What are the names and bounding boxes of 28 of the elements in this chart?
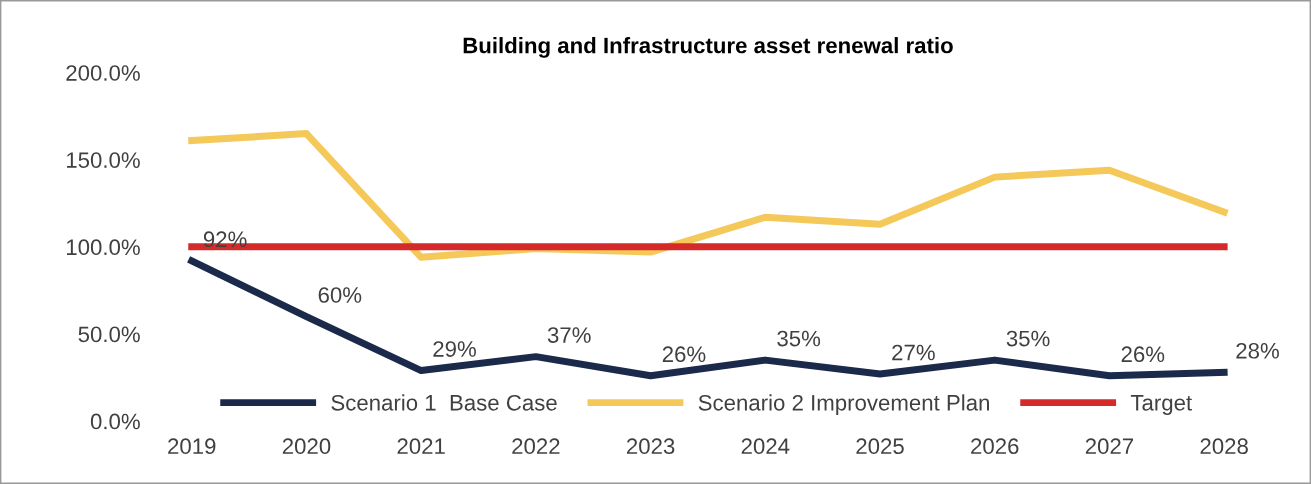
x-tick-label: 2020 bbox=[282, 438, 331, 455]
data-label: 29% bbox=[433, 341, 476, 357]
data-label: 37% bbox=[547, 327, 591, 343]
data-label: 35% bbox=[1006, 330, 1050, 347]
data-label: 35% bbox=[777, 330, 821, 347]
x-tick-label: 2026 bbox=[971, 438, 1019, 455]
y-tick-label: 100.0% bbox=[66, 239, 140, 256]
legend-label: Scenario 2 Improvement Plan bbox=[698, 394, 989, 416]
data-label: 28% bbox=[1236, 342, 1279, 359]
data-label: 26% bbox=[662, 346, 706, 363]
data-label: 27% bbox=[892, 344, 935, 361]
x-tick-label: 2021 bbox=[397, 438, 445, 455]
x-tick-label: 2022 bbox=[512, 438, 560, 455]
x-tick-label: 2023 bbox=[626, 438, 675, 455]
y-tick-label: 200.0% bbox=[66, 65, 140, 81]
chart-title: Building and Infrastructure asset renewal ratio bbox=[463, 37, 953, 58]
legend-label: Scenario 1 Base Case bbox=[331, 394, 557, 411]
y-tick-label: 0.0% bbox=[90, 413, 140, 430]
x-tick-label: 2027 bbox=[1085, 438, 1134, 455]
x-tick-label: 2028 bbox=[1200, 438, 1248, 455]
x-tick-label: 2019 bbox=[168, 438, 216, 455]
y-tick-label: 150.0% bbox=[66, 152, 140, 168]
x-tick-label: 2025 bbox=[856, 438, 904, 455]
x-tick-label: 2024 bbox=[741, 438, 790, 455]
y-tick-label: 50.0% bbox=[78, 326, 140, 343]
data-label: 60% bbox=[318, 287, 362, 303]
legend-label: Target bbox=[1130, 395, 1192, 416]
data-label: 26% bbox=[1121, 346, 1165, 363]
